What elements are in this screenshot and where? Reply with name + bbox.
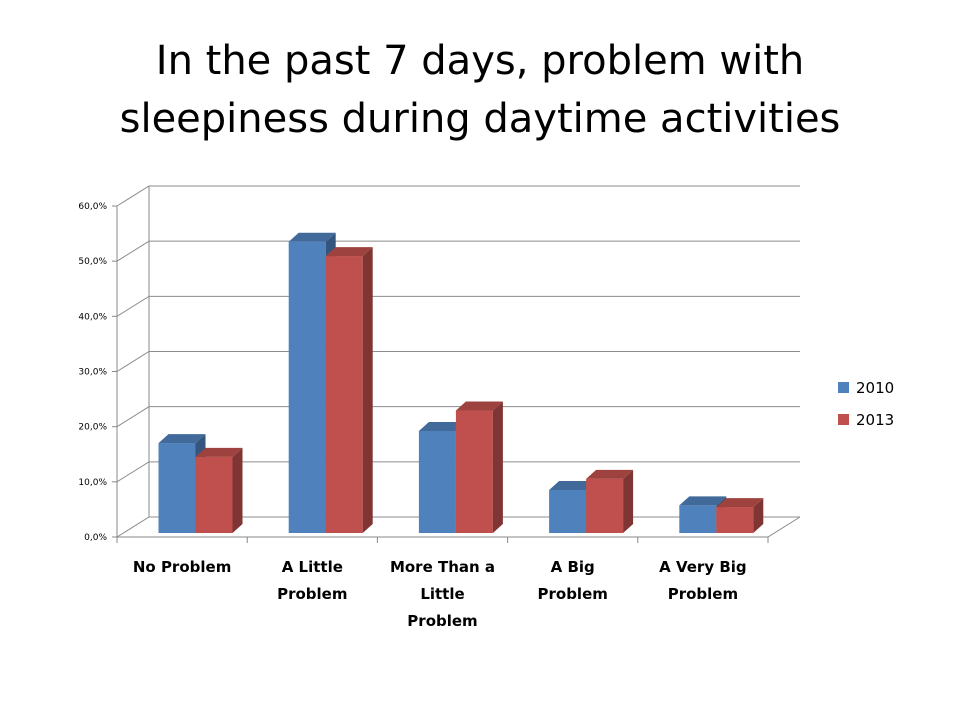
legend-label-2010: 2010 [856,379,894,397]
bar-top [716,498,764,508]
gridline [116,185,800,207]
bar-2013-4 [716,498,764,533]
legend-swatch-2013 [838,414,849,425]
x-tick-label: A Very Big Problem [659,558,747,603]
y-tick-label: 0,0% [84,533,107,543]
bar-2013-0 [195,447,243,533]
y-tick-label: 30,0% [78,368,107,378]
bar-front [455,410,493,533]
y-tick-label: 40,0% [78,312,107,322]
x-tick-label-line: Problem [668,585,738,603]
bar-side [492,401,503,533]
x-tick-label: A Little Problem [277,558,347,603]
legend-label-2013: 2013 [856,411,894,429]
bar-front [288,241,326,533]
bar-front [158,443,196,533]
gridline [116,295,800,317]
gridline [116,351,800,372]
bar-top [288,232,336,242]
bar-top [549,480,597,490]
bar-front [716,507,754,533]
x-tick-label-line: A Little [282,558,343,576]
bar-top [325,247,373,257]
x-tick-label-line: A Big [551,558,595,576]
chart-title-line-1: In the past 7 days, problem with [155,38,805,84]
bar-top [158,434,206,444]
x-tick-label: A Big Problem [538,558,608,603]
y-tick-label: 60,0% [78,202,107,212]
gridline [116,406,800,428]
gridline [116,240,800,262]
bar-top [195,447,243,457]
x-tick-label-line: More Than a [390,558,495,576]
y-tick-label: 20,0% [78,423,107,433]
bar-front [418,430,456,533]
bar-2013-3 [586,469,634,533]
bar-2013-2 [455,401,503,533]
bar-front [679,505,717,533]
bar-2013-1 [325,247,373,533]
bar-side [623,469,634,533]
y-tick-label: 10,0% [78,478,107,488]
chart-title-line-2: sleepiness during daytime activities [119,96,841,142]
gridline [116,461,800,483]
bar-top [418,421,466,431]
x-tick-label-line: Little [420,585,464,603]
bar-front [586,478,624,533]
gridlines [116,185,800,538]
bars [158,232,764,533]
x-tick-label: No Problem [133,558,231,576]
bar-front [195,456,233,533]
x-tick-label-line: Problem [538,585,608,603]
legend: 2010 2013 [838,379,894,429]
x-axis: No Problem A Little Problem More Than a Litt… [116,537,769,630]
bar-top [679,496,727,506]
x-tick-label-line: Problem [407,612,477,630]
x-tick-label-line: Problem [277,585,347,603]
y-axis: 0,0% 10,0% 20,0% 30,0% 40,0% 50,0% 60,0% [78,202,117,543]
bar-side [232,447,243,533]
bar-top [586,469,634,479]
x-tick-label-line: A Very Big [659,558,747,576]
bar-side [362,247,373,533]
x-tick-label-line: No Problem [133,558,231,576]
x-tick-label: More Than a Little Problem [390,558,495,630]
bar-front [549,489,587,533]
bar-top [455,401,503,411]
bar-side [753,498,764,533]
y-tick-label: 50,0% [78,257,107,267]
legend-swatch-2010 [838,382,849,393]
bar-front [325,256,363,533]
chart-title: In the past 7 days, problem with sleepin… [0,32,960,148]
